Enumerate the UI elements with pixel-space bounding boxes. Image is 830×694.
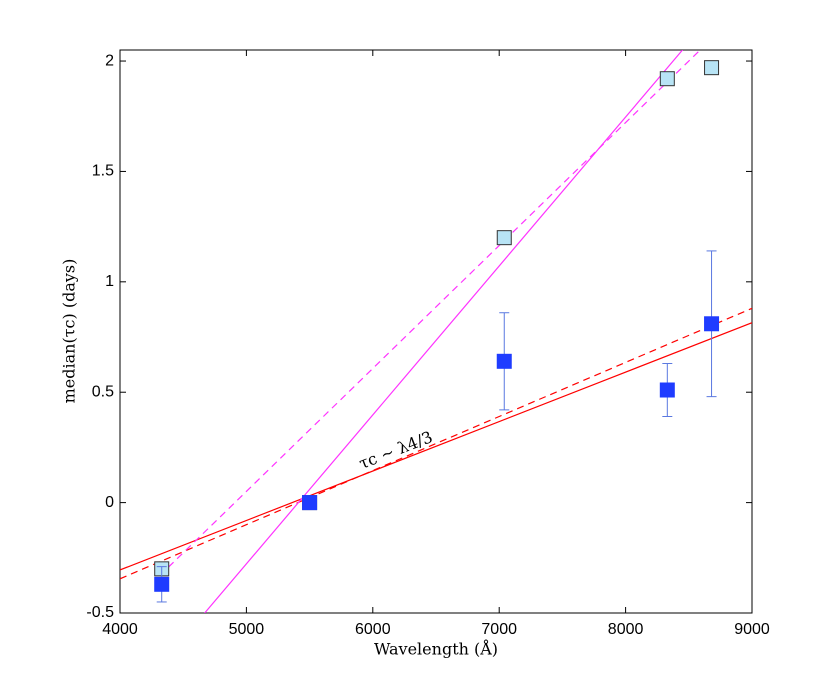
point — [302, 495, 318, 511]
x-axis-label: Wavelength (Å) — [374, 639, 498, 659]
fit-line — [204, 50, 683, 613]
y-tick-label: -0.5 — [86, 604, 114, 621]
point — [704, 60, 720, 76]
plot-area — [120, 50, 752, 613]
point — [154, 576, 170, 592]
fit-line — [120, 322, 752, 571]
y-tick-label: 1 — [105, 273, 114, 290]
x-tick-label: 8000 — [608, 621, 644, 638]
point — [659, 382, 675, 398]
fit-line — [159, 50, 701, 576]
point — [659, 71, 675, 87]
annotation: τc ∼ λ4/3 — [356, 427, 435, 473]
x-tick-label: 5000 — [229, 621, 265, 638]
x-tick-label: 4000 — [102, 621, 138, 638]
x-tick-label: 7000 — [481, 621, 517, 638]
y-tick-label: 2 — [105, 52, 114, 69]
point — [704, 316, 720, 332]
point — [496, 353, 512, 369]
point — [496, 230, 512, 246]
x-tick-label: 6000 — [355, 621, 391, 638]
y-tick-label: 0 — [105, 494, 114, 511]
y-tick-label: 0.5 — [92, 383, 114, 400]
x-tick-label: 9000 — [734, 621, 770, 638]
y-tick-label: 1.5 — [92, 163, 114, 180]
y-axis-label: median(τc) (days) — [60, 259, 79, 404]
plot-frame — [119, 49, 753, 614]
fit-line — [120, 307, 752, 580]
